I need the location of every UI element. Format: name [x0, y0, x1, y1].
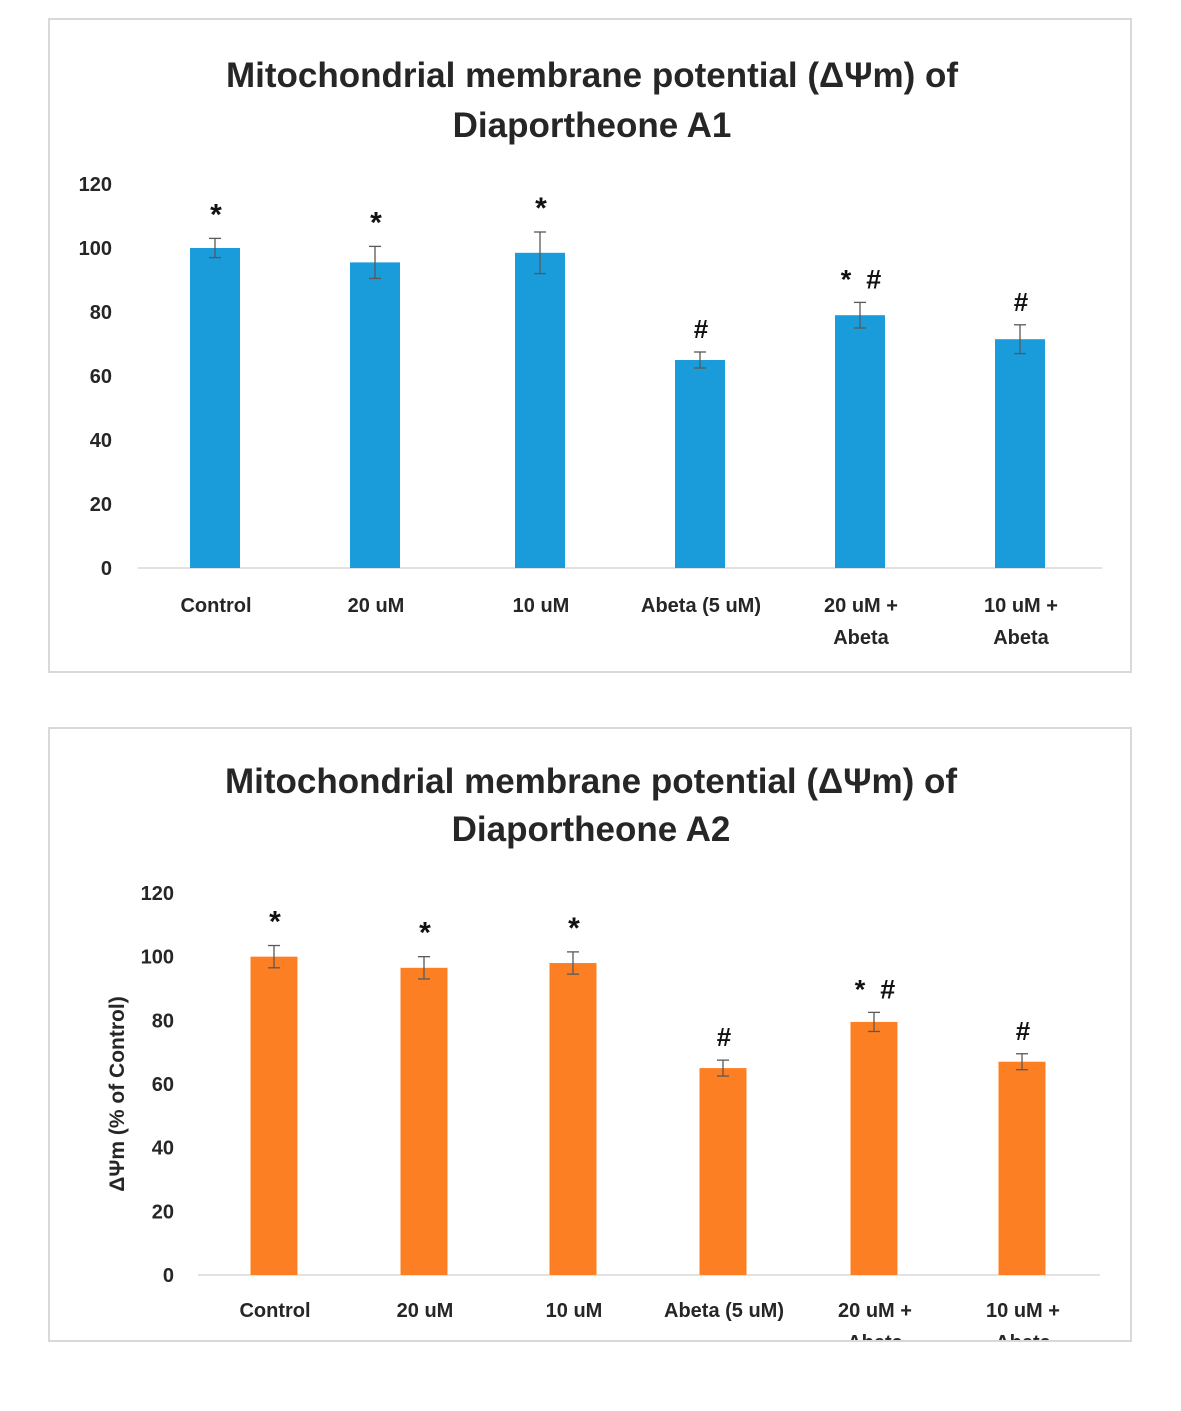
chart-a1-significance-mark: *	[210, 198, 222, 231]
chart-a2-category-label: 10 uM	[546, 1300, 603, 1322]
chart-a1-error-bar	[1014, 324, 1026, 355]
chart-a1-significance-mark: *	[535, 192, 547, 225]
chart-panel-a2: Mitochondrial membrane potential (ΔΨm) o…	[48, 727, 1132, 1342]
chart-a1-bar	[190, 248, 240, 568]
chart-a1-bar	[675, 360, 725, 568]
chart-a1-significance-mark: *	[370, 206, 382, 239]
chart-a1-significance-mark: #	[694, 314, 709, 344]
chart-a2-bar	[850, 1021, 898, 1275]
chart-a2-error-bar	[567, 951, 579, 975]
chart-a1-bar	[835, 315, 885, 568]
chart-a2-error-bar	[868, 1011, 880, 1033]
chart-a1-ytick-label: 0	[101, 558, 112, 580]
chart-a2-significance-mark: *	[269, 906, 281, 939]
chart-a1-ytick-label: 40	[90, 430, 112, 452]
chart-a2-ytick-label: 120	[141, 883, 174, 905]
chart-a1-error-bar	[369, 245, 381, 280]
chart-a1-svg: Mitochondrial membrane potential (ΔΨm) o…	[79, 56, 1102, 649]
chart-a1-significance-mark: #	[1014, 287, 1029, 317]
chart-a2-title-line-2: Diaportheone A2	[452, 810, 731, 849]
chart-a2-bar	[699, 1068, 747, 1275]
chart-a1-category-label: Abeta (5 uM)	[641, 595, 761, 617]
chart-a1-bar	[350, 262, 400, 568]
chart-a2-bar	[549, 963, 597, 1275]
chart-a1-error-bar	[694, 351, 706, 369]
chart-a2-ytick-label: 20	[152, 1201, 174, 1223]
chart-a2-bar	[250, 956, 298, 1275]
chart-a1-error-bar	[854, 301, 866, 329]
chart-a1-error-bar	[534, 231, 546, 275]
chart-a1-category-label: 20 uM +	[824, 595, 898, 617]
chart-a1-error-bar	[209, 237, 221, 259]
chart-a1-ytick-label: 20	[90, 494, 112, 516]
chart-a2-category-label: 10 uM +	[986, 1300, 1060, 1322]
chart-a2-category-label: Control	[239, 1300, 310, 1322]
chart-a2-ytick-label: 40	[152, 1138, 174, 1160]
chart-a2-svg: Mitochondrial membrane potential (ΔΨm) o…	[106, 762, 1100, 1340]
chart-a2-title-line-1: Mitochondrial membrane potential (ΔΨm) o…	[225, 762, 957, 801]
chart-a2-category-label: Abeta (5 uM)	[664, 1300, 784, 1322]
chart-a2-category-label: 20 uM +	[838, 1300, 912, 1322]
chart-a2-error-bar	[418, 956, 430, 980]
chart-a1-ytick-label: 100	[79, 238, 112, 260]
chart-a1-category-label: 20 uM	[348, 595, 405, 617]
chart-a2-ytick-label: 0	[163, 1265, 174, 1287]
chart-a2-significance-mark: *	[568, 912, 580, 945]
chart-a2-error-bar	[268, 944, 280, 969]
chart-a2-error-bar	[717, 1059, 729, 1077]
chart-a2-significance-mark: #	[717, 1022, 732, 1052]
chart-panel-a1: Mitochondrial membrane potential (ΔΨm) o…	[48, 18, 1132, 673]
chart-a1-category-label: Abeta	[833, 627, 889, 649]
chart-a2-y-axis-label: ΔΨm (% of Control)	[106, 996, 129, 1191]
chart-a1-title-line-1: Mitochondrial membrane potential (ΔΨm) o…	[226, 56, 958, 95]
chart-a2-category-label: Abeta	[847, 1332, 903, 1340]
chart-a2-bar	[998, 1061, 1046, 1275]
chart-a1-category-label: 10 uM +	[984, 595, 1058, 617]
chart-a1-significance-mark: * #	[841, 264, 882, 294]
chart-a1-ytick-label: 80	[90, 302, 112, 324]
chart-a1-ytick-label: 60	[90, 366, 112, 388]
chart-a2-category-label: 20 uM	[397, 1300, 454, 1322]
chart-a1-category-label: Abeta	[993, 627, 1049, 649]
chart-a1-title-line-2: Diaportheone A1	[453, 106, 732, 145]
chart-a2-significance-mark: * #	[855, 974, 896, 1004]
chart-a2-significance-mark: *	[419, 917, 431, 950]
chart-a1-category-label: 10 uM	[513, 595, 570, 617]
chart-a2-ytick-label: 100	[141, 947, 174, 969]
chart-a2-bar	[400, 967, 448, 1275]
chart-a1-ytick-label: 120	[79, 174, 112, 196]
chart-a2-significance-mark: #	[1016, 1016, 1031, 1046]
chart-a2-category-label: Abeta	[995, 1332, 1051, 1340]
chart-a1-bar	[515, 252, 565, 569]
chart-a1-category-label: Control	[180, 595, 251, 617]
chart-a2-ytick-label: 80	[152, 1010, 174, 1032]
chart-a1-bar	[995, 339, 1045, 568]
chart-a2-error-bar	[1016, 1053, 1028, 1071]
chart-a2-ytick-label: 60	[152, 1074, 174, 1096]
